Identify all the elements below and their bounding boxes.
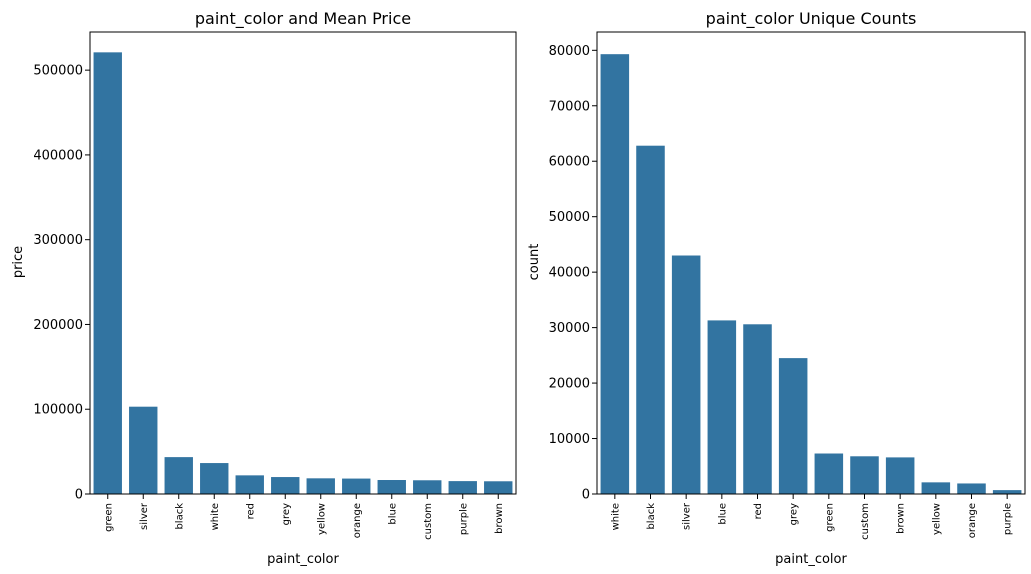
x-tick-label: green <box>824 503 835 532</box>
x-tick-label: silver <box>139 502 150 530</box>
x-tick-label: white <box>210 503 221 530</box>
bar-yellow <box>306 478 335 494</box>
plot-frame <box>596 31 1026 495</box>
bar-custom <box>413 480 442 494</box>
bar-silver <box>129 406 158 494</box>
y-tick-label: 50000 <box>549 210 590 225</box>
y-tick-label: 60000 <box>549 155 590 170</box>
y-ticks: 0 10000 20000 30000 40000 50000 60000 70000 8000… <box>549 44 597 503</box>
y-tick-label: 500000 <box>33 64 83 79</box>
bar-white <box>600 54 630 495</box>
y-tick-label: 70000 <box>549 99 590 114</box>
y-tick-label: 20000 <box>549 377 590 392</box>
bar-blue <box>707 320 737 494</box>
y-axis-label: count <box>527 244 542 281</box>
x-axis-label: paint_color <box>267 552 339 567</box>
x-tick-label: black <box>174 503 185 530</box>
x-axis-label: paint_color <box>775 552 847 567</box>
plot-frame <box>89 31 517 495</box>
x-tick-label: brown <box>896 503 907 534</box>
x-tick-label: orange <box>352 503 363 538</box>
bar-purple <box>448 481 477 494</box>
y-tick-label: 300000 <box>33 233 83 248</box>
y-ticks: 0 100000 200000 300000 400000 500000 <box>33 64 90 503</box>
y-tick-label: 40000 <box>549 266 590 281</box>
x-tick-label: green <box>103 503 114 532</box>
bar-brown <box>484 481 513 494</box>
x-tick-label: grey <box>281 503 292 525</box>
x-tick-label: yellow <box>931 503 942 535</box>
y-tick-label: 100000 <box>33 403 83 418</box>
bar-grey <box>271 477 300 494</box>
y-tick-label: 10000 <box>549 432 590 447</box>
chart-mean-price: paint_color and Mean Price price paint_c… <box>11 9 517 567</box>
x-tick-label: blue <box>387 503 398 525</box>
y-tick-label: 0 <box>582 488 590 503</box>
chart-title: paint_color Unique Counts <box>706 9 917 29</box>
x-tick-label: purple <box>458 503 469 535</box>
x-tick-label: silver <box>682 502 693 530</box>
y-tick-label: 80000 <box>549 44 590 59</box>
bar-purple <box>992 490 1022 494</box>
y-tick-label: 400000 <box>33 148 83 163</box>
bar-blue <box>377 480 406 494</box>
y-tick-label: 0 <box>75 488 83 503</box>
x-tick-label: purple <box>1003 503 1014 535</box>
bar-black <box>636 145 665 494</box>
x-tick-label: red <box>245 503 256 519</box>
bar-black <box>164 457 193 494</box>
bars <box>600 54 1022 495</box>
bar-red <box>235 475 264 494</box>
bar-yellow <box>921 482 951 494</box>
x-tick-label: blue <box>717 503 728 525</box>
x-tick-label: yellow <box>316 503 327 535</box>
bar-custom <box>850 456 879 494</box>
bar-green <box>93 52 122 495</box>
chart-title: paint_color and Mean Price <box>195 9 411 29</box>
bar-green <box>814 453 844 494</box>
bar-orange <box>342 478 371 494</box>
x-tick-label: white <box>610 503 621 530</box>
bar-grey <box>778 358 808 494</box>
bar-silver <box>671 255 701 494</box>
x-tick-label: grey <box>789 503 800 525</box>
x-tick-label: orange <box>967 503 978 538</box>
y-tick-label: 30000 <box>549 321 590 336</box>
y-tick-label: 200000 <box>33 318 83 333</box>
bar-brown <box>885 457 915 494</box>
x-ticks: white black silver blue red grey green custom br… <box>610 494 1014 540</box>
x-ticks: green silver black white red grey yellow orange… <box>103 494 505 540</box>
x-tick-label: custom <box>423 503 434 540</box>
bar-red <box>743 324 772 494</box>
x-tick-label: red <box>753 503 764 519</box>
bar-orange <box>957 483 986 494</box>
bars <box>93 52 513 495</box>
y-axis-label: price <box>11 246 26 278</box>
x-tick-label: black <box>646 503 657 530</box>
x-tick-label: brown <box>494 503 505 534</box>
bar-white <box>200 463 229 494</box>
chart-unique-counts: paint_color Unique Counts count paint_co… <box>527 9 1026 567</box>
x-tick-label: custom <box>860 503 871 540</box>
